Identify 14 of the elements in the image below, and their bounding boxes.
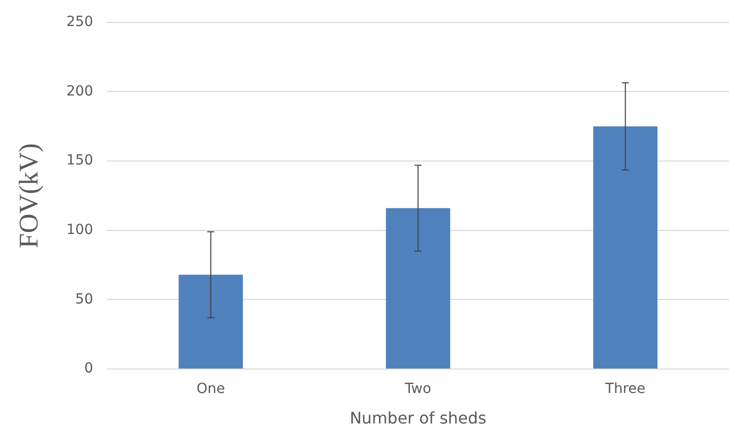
x-tick-label: One xyxy=(196,381,226,398)
x-tick-label: Three xyxy=(604,381,646,398)
bar xyxy=(386,208,450,368)
x-tick-label: Two xyxy=(404,381,432,398)
bar xyxy=(178,274,243,368)
y-tick-label: 100 xyxy=(66,222,94,238)
bar xyxy=(593,126,658,368)
y-axis-title: FOV(kV) xyxy=(13,143,44,248)
y-tick-label: 0 xyxy=(84,360,94,377)
y-tick-label: 150 xyxy=(66,152,94,169)
y-tick-label: 200 xyxy=(66,83,94,100)
x-axis-title: Number of sheds xyxy=(350,408,486,428)
y-tick-label: 250 xyxy=(66,14,94,30)
y-tick-label: 50 xyxy=(75,291,94,308)
